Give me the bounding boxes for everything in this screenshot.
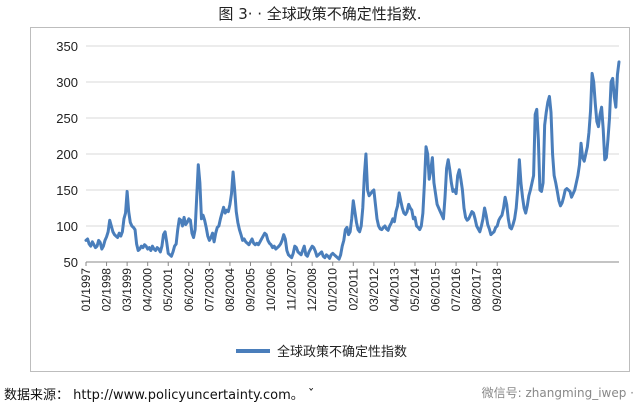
x-tick-label: 02/1998 xyxy=(100,268,114,312)
x-tick-label: 06/2015 xyxy=(429,268,443,312)
y-tick-label: 100 xyxy=(56,219,78,234)
x-tick-label: 07/2003 xyxy=(202,268,216,312)
y-tick-label: 200 xyxy=(56,147,78,162)
x-tick-label: 08/2017 xyxy=(470,268,484,312)
x-tick-label: 02/2011 xyxy=(346,268,360,311)
x-axis-ticks: 01/1997 02/1998 03/1999 04/2000 05/2001 06/20… xyxy=(79,262,504,311)
y-tick-label: 150 xyxy=(56,183,78,198)
x-tick-label: 06/2002 xyxy=(182,268,196,312)
x-tick-label: 10/2006 xyxy=(264,268,278,312)
x-tick-label: 05/2001 xyxy=(161,268,175,312)
x-tick-label: 07/2016 xyxy=(449,268,463,312)
x-tick-label: 01/2010 xyxy=(326,268,340,312)
series-line-global-epu xyxy=(84,60,621,261)
y-tick-label: 250 xyxy=(56,111,78,126)
line-chart: 50 100 150 200 250 300 350 01/1997 02/1998 03/19… xyxy=(56,39,621,360)
figure-title: 图 3· · 全球政策不确定性指数. xyxy=(218,5,422,23)
y-tick-label: 350 xyxy=(56,39,78,54)
y-tick-label: 50 xyxy=(64,255,78,270)
legend-label: 全球政策不确定性指数 xyxy=(277,344,407,360)
x-tick-label: 03/1999 xyxy=(120,268,134,312)
x-tick-label: 03/2012 xyxy=(367,268,381,312)
source-note: 数据来源： http://www.policyuncertainty.com。 … xyxy=(4,388,315,403)
x-tick-label: 01/1997 xyxy=(79,268,93,312)
x-tick-label: 09/2018 xyxy=(490,268,504,312)
x-tick-label: 09/2005 xyxy=(243,268,257,312)
x-tick-label: 11/2007 xyxy=(285,268,299,311)
chart-frame: 50 100 150 200 250 300 350 01/1997 02/1998 03/19… xyxy=(30,27,630,372)
x-tick-label: 08/2004 xyxy=(223,268,237,312)
x-tick-label: 04/2000 xyxy=(141,268,155,312)
wechat-watermark: 微信号: zhangming_iwep · xyxy=(481,386,634,400)
y-axis-ticks: 50 100 150 200 250 300 350 xyxy=(56,39,78,270)
gridlines xyxy=(86,45,619,263)
x-tick-label: 04/2013 xyxy=(387,268,401,312)
legend: 全球政策不确定性指数 xyxy=(236,344,407,360)
x-tick-label: 12/2008 xyxy=(305,268,319,312)
y-tick-label: 300 xyxy=(56,75,78,90)
x-tick-label: 05/2014 xyxy=(408,268,422,312)
